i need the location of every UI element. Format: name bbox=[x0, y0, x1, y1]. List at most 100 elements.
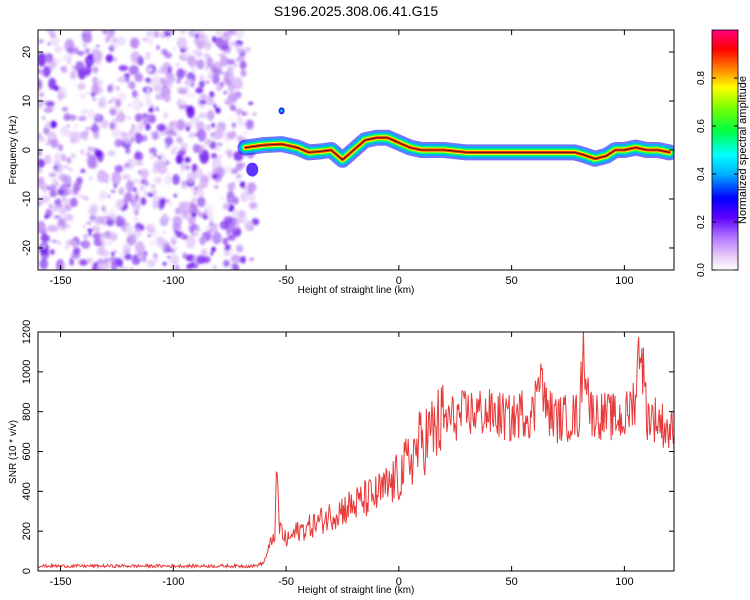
colorbar: 0.0 0.2 0.4 0.6 0.8 Normalized spectral ampl… bbox=[696, 29, 749, 277]
noise-blob bbox=[193, 30, 198, 34]
noise-blob bbox=[174, 207, 182, 215]
spectrogram-xtick-label: 50 bbox=[505, 275, 517, 287]
noise-blob bbox=[159, 65, 167, 73]
noise-blob bbox=[157, 161, 167, 175]
noise-blob bbox=[155, 93, 165, 101]
noise-blob bbox=[130, 37, 140, 49]
noise-blob bbox=[83, 233, 88, 240]
noise-blob bbox=[115, 218, 125, 227]
noise-blob bbox=[115, 86, 120, 91]
noise-blob bbox=[205, 123, 211, 132]
noise-blob bbox=[38, 158, 45, 169]
snr-ylabel: SNR (10 * v/v) bbox=[8, 420, 19, 484]
noise-blob bbox=[233, 62, 238, 68]
noise-blob bbox=[114, 139, 123, 148]
noise-blob bbox=[48, 77, 57, 90]
snr-xlabel: Height of straight line (km) bbox=[298, 585, 415, 596]
noise-blob bbox=[44, 54, 52, 64]
noise-blob bbox=[200, 248, 208, 258]
noise-blob bbox=[148, 107, 154, 113]
noise-blob bbox=[229, 181, 236, 191]
noise-blob bbox=[134, 150, 141, 160]
noise-blob bbox=[45, 141, 52, 146]
noise-blob bbox=[125, 147, 131, 154]
noise-blob bbox=[112, 57, 118, 62]
noise-blob bbox=[156, 134, 161, 140]
noise-blob bbox=[98, 195, 103, 202]
noise-blob bbox=[252, 112, 257, 116]
noise-blob bbox=[73, 181, 82, 192]
noise-blob bbox=[59, 216, 64, 221]
noise-blob bbox=[88, 176, 93, 181]
noise-blob bbox=[100, 234, 108, 246]
noise-blob bbox=[40, 234, 50, 243]
noise-blob bbox=[38, 52, 47, 65]
noise-blob bbox=[38, 99, 44, 109]
noise-blob bbox=[109, 122, 115, 130]
noise-blob bbox=[38, 68, 42, 74]
noise-blob bbox=[251, 218, 260, 226]
noise-blob bbox=[92, 130, 100, 139]
noise-blob bbox=[175, 230, 183, 238]
colorbar-tick-label: 0.2 bbox=[696, 215, 707, 229]
noise-blob bbox=[242, 111, 246, 116]
noise-blob bbox=[140, 102, 144, 107]
noise-blob bbox=[118, 187, 125, 196]
noise-blob bbox=[92, 233, 101, 239]
noise-blob bbox=[212, 231, 222, 245]
noise-blob bbox=[53, 165, 58, 169]
noise-blob bbox=[172, 215, 182, 227]
noise-blob bbox=[162, 230, 167, 234]
noise-blob bbox=[153, 253, 158, 259]
snr-xtick-label: 50 bbox=[505, 576, 517, 588]
noise-blob bbox=[247, 182, 257, 193]
noise-blob bbox=[159, 206, 163, 211]
noise-blob bbox=[108, 232, 118, 242]
noise-blob bbox=[91, 83, 100, 95]
noise-blob bbox=[211, 246, 216, 253]
noise-blob bbox=[116, 112, 126, 123]
noise-blob bbox=[212, 73, 220, 85]
noise-blob bbox=[215, 145, 221, 152]
noise-blob bbox=[146, 30, 153, 36]
snr-xtick-label: 0 bbox=[396, 576, 402, 588]
noise-blob bbox=[66, 125, 71, 128]
noise-blob bbox=[110, 189, 116, 193]
noise-blob bbox=[64, 223, 71, 228]
colorbar-tick-label: 0.6 bbox=[696, 119, 707, 133]
noise-blob bbox=[80, 93, 85, 99]
noise-blob bbox=[44, 154, 52, 165]
noise-blob bbox=[142, 118, 149, 126]
noise-blob bbox=[61, 106, 68, 112]
noise-blob bbox=[184, 156, 191, 163]
noise-blob bbox=[49, 184, 57, 193]
noise-blob bbox=[82, 225, 86, 229]
noise-blob bbox=[51, 179, 58, 184]
noise-blob bbox=[73, 124, 78, 130]
noise-blob bbox=[166, 35, 171, 42]
noise-blob bbox=[248, 201, 258, 210]
noise-blob bbox=[118, 65, 129, 72]
noise-blob bbox=[85, 34, 93, 43]
noise-blob bbox=[111, 130, 121, 138]
noise-blob bbox=[223, 39, 229, 47]
noise-blob bbox=[115, 199, 123, 210]
noise-blob bbox=[221, 34, 227, 40]
noise-blob bbox=[138, 252, 143, 256]
noise-blob bbox=[222, 203, 230, 210]
noise-blob bbox=[64, 213, 74, 221]
noise-blob bbox=[133, 194, 140, 202]
noise-blob bbox=[120, 131, 127, 139]
noise-blob bbox=[53, 45, 63, 54]
noise-blob bbox=[168, 258, 176, 266]
noise-blob bbox=[171, 148, 176, 156]
noise-blob bbox=[104, 258, 112, 263]
spectrogram-xtick-label: 100 bbox=[615, 275, 633, 287]
noise-blob bbox=[215, 107, 221, 114]
noise-blob bbox=[222, 237, 229, 245]
noise-blob bbox=[199, 100, 207, 105]
ridge-centerline bbox=[245, 137, 670, 161]
noise-blob bbox=[149, 147, 157, 155]
noise-blob bbox=[196, 255, 206, 264]
